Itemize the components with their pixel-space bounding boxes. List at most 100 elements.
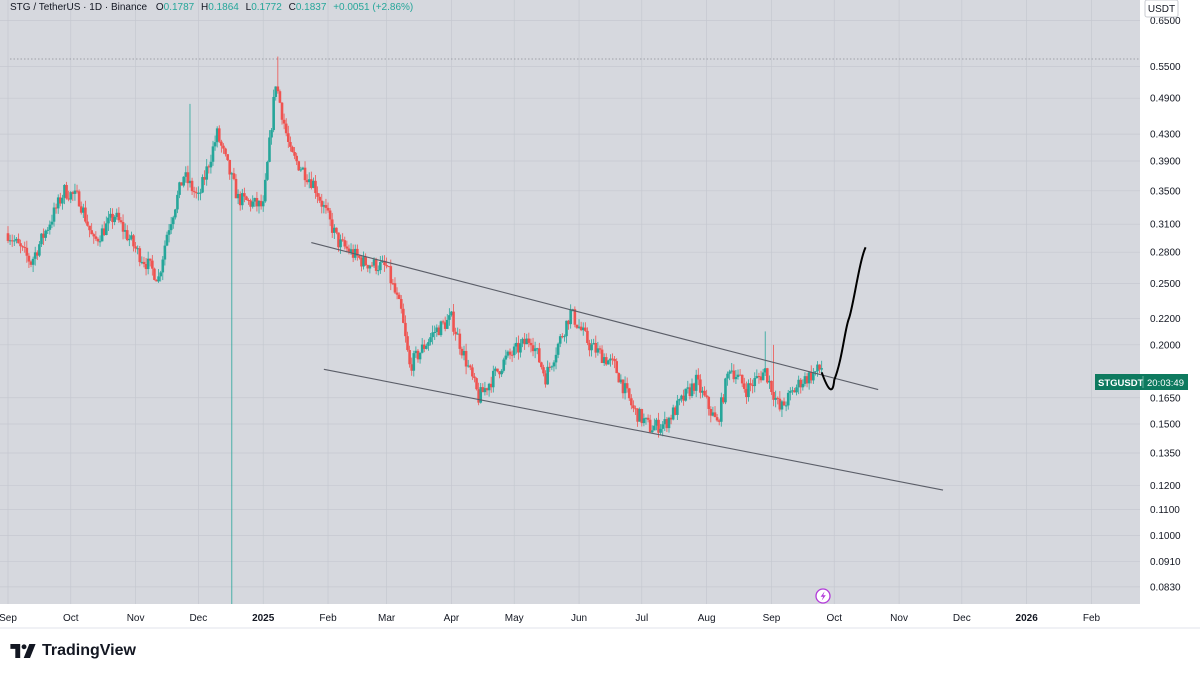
candle-body-160 bbox=[341, 239, 344, 241]
candle-body-38 bbox=[86, 221, 89, 226]
candle-body-34 bbox=[77, 191, 81, 207]
candle-body-245 bbox=[519, 343, 522, 353]
candle-body-4 bbox=[15, 238, 18, 241]
candle-body-84 bbox=[182, 176, 186, 186]
candle-body-159 bbox=[339, 239, 342, 248]
candle-body-249 bbox=[527, 338, 531, 343]
candle-body-103 bbox=[222, 145, 225, 149]
brand-logo-group[interactable]: TradingView bbox=[10, 642, 136, 660]
candle-body-387 bbox=[816, 364, 819, 372]
candle-body-215 bbox=[456, 333, 460, 335]
candle-body-303 bbox=[640, 409, 644, 424]
candle-body-133 bbox=[284, 123, 288, 134]
candle-body-105 bbox=[226, 154, 229, 160]
candle-body-221 bbox=[468, 365, 472, 368]
candle-body-293 bbox=[619, 379, 623, 383]
candle-body-350 bbox=[738, 374, 742, 376]
candle-body-143 bbox=[305, 180, 309, 183]
candle-body-338 bbox=[713, 412, 717, 418]
candle-body-299 bbox=[632, 405, 635, 409]
candle-body-349 bbox=[736, 374, 740, 377]
price-tick-label: 0.3100 bbox=[1150, 220, 1181, 231]
candle-body-280 bbox=[592, 342, 595, 345]
candle-body-108 bbox=[232, 173, 236, 179]
candle-body-317 bbox=[669, 417, 673, 420]
candle-body-146 bbox=[312, 180, 315, 188]
candle-body-196 bbox=[416, 350, 420, 360]
candle-body-117 bbox=[251, 201, 255, 207]
currency-button[interactable]: USDT bbox=[1144, 0, 1179, 18]
candle-body-266 bbox=[563, 336, 566, 338]
candle-body-244 bbox=[517, 342, 520, 353]
candle-body-113 bbox=[243, 193, 246, 197]
candle-body-10 bbox=[27, 255, 31, 262]
candle-body-220 bbox=[466, 365, 470, 367]
candle-body-233 bbox=[494, 368, 497, 371]
candle-body-204 bbox=[433, 331, 437, 333]
candle-body-323 bbox=[682, 395, 685, 401]
candle-body-78 bbox=[169, 224, 173, 231]
candle-body-124 bbox=[266, 161, 269, 180]
candle-body-50 bbox=[111, 213, 114, 223]
candle-body-351 bbox=[740, 374, 744, 384]
candle-body-379 bbox=[799, 379, 803, 388]
candle-body-26 bbox=[61, 197, 64, 204]
candle-body-138 bbox=[295, 155, 298, 162]
candle-body-96 bbox=[207, 166, 211, 168]
candle-body-35 bbox=[79, 206, 83, 213]
candle-body-271 bbox=[573, 309, 577, 325]
candle-body-311 bbox=[657, 419, 660, 433]
candle-body-284 bbox=[600, 349, 604, 364]
candle-body-252 bbox=[533, 348, 537, 352]
candle-body-134 bbox=[286, 133, 290, 142]
candle-body-91 bbox=[197, 192, 200, 194]
price-axis[interactable] bbox=[1140, 0, 1200, 604]
candle-body-193 bbox=[410, 364, 414, 371]
price-tick-label: 0.5500 bbox=[1150, 62, 1181, 73]
candle-body-383 bbox=[807, 372, 811, 384]
candle-body-210 bbox=[445, 319, 449, 329]
candle-body-232 bbox=[491, 370, 495, 388]
candle-body-122 bbox=[261, 201, 265, 207]
candle-body-99 bbox=[213, 142, 217, 147]
candle-body-268 bbox=[567, 320, 570, 325]
candle-body-192 bbox=[408, 350, 411, 365]
candle-body-322 bbox=[680, 395, 683, 400]
candle-body-304 bbox=[642, 418, 646, 424]
candle-body-329 bbox=[694, 374, 698, 391]
candle-body-321 bbox=[678, 399, 681, 401]
candle-body-169 bbox=[360, 257, 363, 267]
candle-body-74 bbox=[161, 259, 165, 273]
lightning-icon[interactable] bbox=[815, 588, 831, 604]
candle-body-256 bbox=[542, 367, 545, 374]
candle-body-37 bbox=[84, 207, 87, 222]
candle-body-3 bbox=[12, 240, 16, 242]
candle-body-44 bbox=[98, 241, 102, 243]
candle-body-163 bbox=[347, 248, 351, 253]
candle-body-168 bbox=[358, 255, 361, 258]
candle-body-227 bbox=[481, 387, 485, 393]
candle-body-285 bbox=[602, 357, 606, 364]
candle-body-281 bbox=[594, 342, 598, 353]
candle-body-369 bbox=[778, 398, 782, 410]
candle-body-123 bbox=[263, 179, 267, 202]
time-axis-labels: Sep Oct Nov Dec 2025 Feb Mar Apr May Jun Jul Aug Sep… bbox=[0, 613, 1101, 624]
time-axis[interactable] bbox=[0, 604, 1140, 628]
candle-body-308 bbox=[650, 430, 654, 433]
candle-body-0 bbox=[6, 233, 10, 241]
candle-body-290 bbox=[613, 358, 616, 362]
candle-body-341 bbox=[719, 397, 723, 422]
candle-body-107 bbox=[230, 173, 234, 175]
price-tick-label: 0.6500 bbox=[1150, 16, 1181, 27]
candle-body-248 bbox=[525, 338, 529, 345]
plot-area[interactable] bbox=[0, 0, 1140, 604]
candle-body-253 bbox=[535, 348, 539, 350]
candle-body-175 bbox=[372, 259, 376, 266]
candle-body-276 bbox=[584, 327, 587, 331]
candle-body-89 bbox=[192, 191, 196, 193]
price-tick-label: 0.3500 bbox=[1150, 186, 1181, 197]
brand-name: TradingView bbox=[42, 642, 136, 659]
candle-body-127 bbox=[272, 96, 275, 131]
candle-body-141 bbox=[301, 167, 305, 170]
